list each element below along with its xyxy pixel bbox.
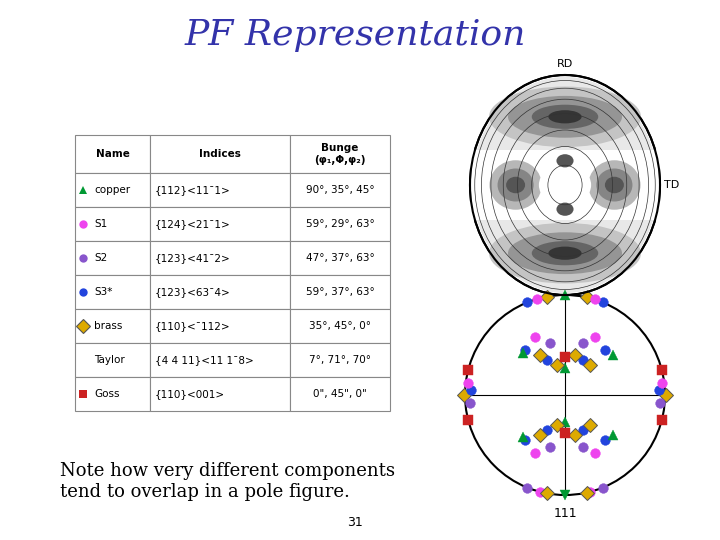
Bar xyxy=(290,309,390,343)
Text: Taylor: Taylor xyxy=(94,355,125,365)
Text: {4 4 11}<11 1¯8>: {4 4 11}<11 1¯8> xyxy=(155,355,253,365)
Text: {123}<41¯2>: {123}<41¯2> xyxy=(155,253,230,263)
Text: {124}<21¯1>: {124}<21¯1> xyxy=(155,219,230,229)
Ellipse shape xyxy=(549,110,582,124)
Ellipse shape xyxy=(490,160,541,210)
Text: Name: Name xyxy=(96,149,130,159)
Ellipse shape xyxy=(532,105,598,129)
Bar xyxy=(290,275,390,309)
Ellipse shape xyxy=(489,223,641,284)
Text: Note how very different components
tend to overlap in a pole figure.: Note how very different components tend … xyxy=(60,462,395,501)
Text: 31: 31 xyxy=(347,516,363,530)
Text: RD: RD xyxy=(557,59,573,69)
Ellipse shape xyxy=(470,75,660,295)
Bar xyxy=(150,343,290,377)
Ellipse shape xyxy=(489,86,641,147)
Ellipse shape xyxy=(498,168,534,201)
Bar xyxy=(75,173,150,207)
Text: 59°, 29°, 63°: 59°, 29°, 63° xyxy=(305,219,374,229)
Text: {123}<63¯4>: {123}<63¯4> xyxy=(155,287,230,297)
Text: Indices: Indices xyxy=(199,149,241,159)
Bar xyxy=(150,275,290,309)
Bar xyxy=(290,135,390,173)
Text: 59°, 37°, 63°: 59°, 37°, 63° xyxy=(305,287,374,297)
Text: 0", 45", 0": 0", 45", 0" xyxy=(313,389,367,399)
Ellipse shape xyxy=(532,241,598,265)
Ellipse shape xyxy=(539,164,591,206)
FancyBboxPatch shape xyxy=(470,150,660,220)
Bar xyxy=(75,343,150,377)
Text: copper: copper xyxy=(94,185,130,195)
Ellipse shape xyxy=(506,177,525,193)
Text: 111: 111 xyxy=(553,507,577,520)
Text: {110}<¯112>: {110}<¯112> xyxy=(155,321,230,331)
Ellipse shape xyxy=(508,232,622,274)
Bar xyxy=(150,241,290,275)
Text: S2: S2 xyxy=(94,253,107,263)
Ellipse shape xyxy=(508,96,622,138)
Bar xyxy=(290,343,390,377)
Ellipse shape xyxy=(605,177,624,193)
Text: 90°, 35°, 45°: 90°, 35°, 45° xyxy=(306,185,374,195)
Ellipse shape xyxy=(596,168,632,201)
Bar xyxy=(75,377,150,411)
Ellipse shape xyxy=(557,202,574,216)
Text: 35°, 45°, 0°: 35°, 45°, 0° xyxy=(309,321,371,331)
Text: PF Representation: PF Representation xyxy=(184,18,526,52)
Circle shape xyxy=(465,295,665,495)
Text: TD: TD xyxy=(664,180,679,190)
Ellipse shape xyxy=(472,77,658,293)
Bar xyxy=(150,309,290,343)
Text: S1: S1 xyxy=(94,219,107,229)
Text: 7°, 71°, 70°: 7°, 71°, 70° xyxy=(309,355,371,365)
Ellipse shape xyxy=(588,160,641,210)
Bar xyxy=(75,275,150,309)
Bar xyxy=(290,173,390,207)
Bar xyxy=(150,173,290,207)
Bar xyxy=(75,207,150,241)
Text: {112}<11¯1>: {112}<11¯1> xyxy=(155,185,230,195)
Bar xyxy=(75,241,150,275)
Bar xyxy=(75,135,150,173)
Text: S3*: S3* xyxy=(94,287,112,297)
Text: Bunge
(φ₁,Φ,φ₂): Bunge (φ₁,Φ,φ₂) xyxy=(314,143,366,165)
Ellipse shape xyxy=(549,247,582,260)
Bar xyxy=(290,377,390,411)
Bar xyxy=(75,309,150,343)
Text: {110}<001>: {110}<001> xyxy=(155,389,225,399)
Bar xyxy=(290,207,390,241)
Text: Goss: Goss xyxy=(94,389,120,399)
Bar xyxy=(150,377,290,411)
Ellipse shape xyxy=(557,154,574,167)
Bar xyxy=(150,207,290,241)
Text: 47°, 37°, 63°: 47°, 37°, 63° xyxy=(305,253,374,263)
Bar xyxy=(150,135,290,173)
Text: brass: brass xyxy=(94,321,122,331)
Bar xyxy=(290,241,390,275)
